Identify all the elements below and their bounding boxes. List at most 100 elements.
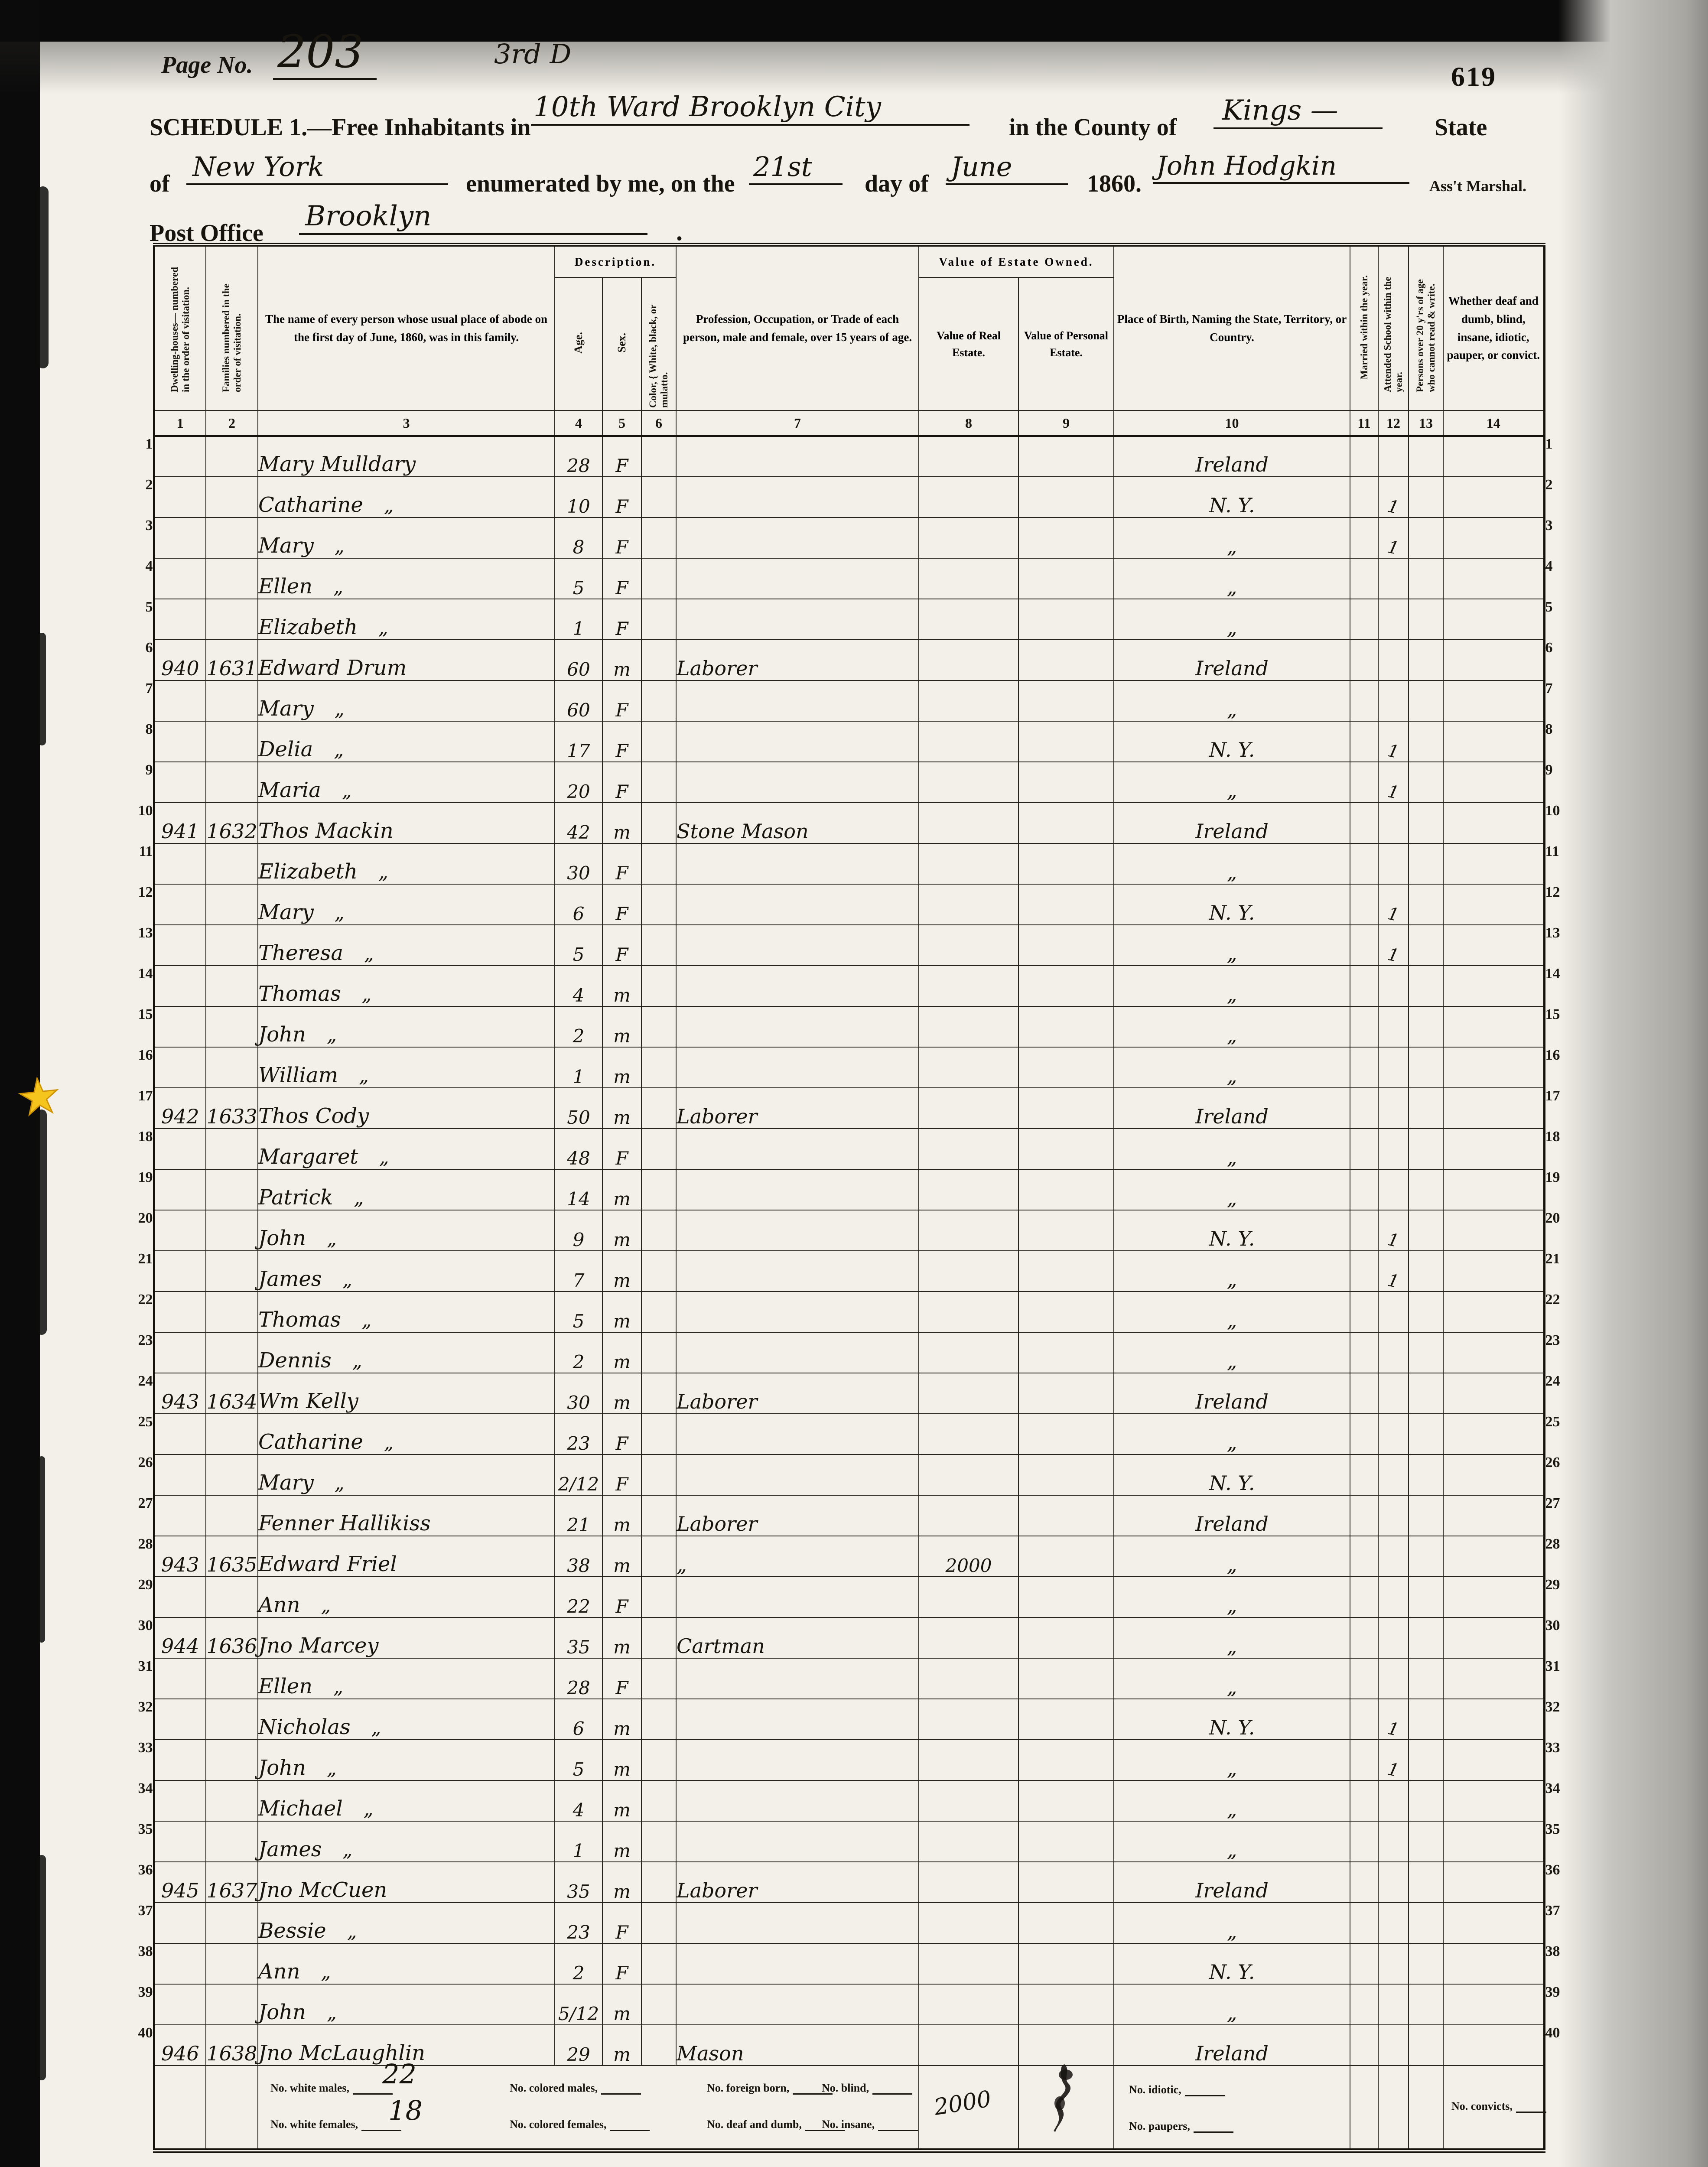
cell-color bbox=[641, 1984, 677, 2025]
cell-cannot-read bbox=[1408, 599, 1444, 640]
birthplace-value: Ireland bbox=[1195, 2042, 1269, 2065]
surname-ditto-mark: „ bbox=[334, 739, 344, 761]
cell-remarks bbox=[1443, 558, 1545, 599]
scan-smudge bbox=[36, 1110, 47, 1335]
census-row: 15 John „ 2 m „ 15 bbox=[128, 1006, 1575, 1048]
cell-remarks bbox=[1443, 1821, 1545, 1862]
cell-dwelling bbox=[153, 476, 206, 518]
census-row: 40 946 1638 Jno McLaughlin 29 m Mason Ireland 40 bbox=[128, 2024, 1575, 2066]
cell-school: 1 bbox=[1378, 1250, 1409, 1292]
cell-value-real bbox=[918, 1780, 1019, 1822]
age-value: 38 bbox=[567, 1555, 590, 1576]
cell-cannot-read bbox=[1408, 1861, 1444, 1903]
totals-cell-birthplace: No. idiotic, No. paupers, bbox=[1113, 2065, 1351, 2153]
month-value: June bbox=[946, 151, 1068, 185]
cell-age: 5 bbox=[554, 924, 603, 966]
cell-birthplace: Ireland bbox=[1113, 1861, 1351, 1903]
cell-value-real bbox=[918, 721, 1019, 762]
cell-cannot-read bbox=[1408, 1210, 1444, 1251]
person-name: Delia bbox=[258, 737, 313, 761]
cell-value-real bbox=[918, 436, 1019, 477]
sex-value: F bbox=[615, 1677, 628, 1698]
age-value: 7 bbox=[573, 1270, 585, 1291]
cell-birthplace: Ireland bbox=[1113, 436, 1351, 477]
cell-sex: F bbox=[602, 721, 642, 762]
cell-name: Nicholas „ bbox=[257, 1698, 555, 1740]
person-name: Mary bbox=[258, 534, 314, 558]
cell-occupation bbox=[676, 1576, 920, 1618]
cell-dwelling: 943 bbox=[153, 1373, 206, 1414]
cell-married bbox=[1350, 1047, 1379, 1088]
cell-value-real bbox=[918, 1617, 1019, 1659]
cell-value-personal bbox=[1018, 1739, 1115, 1781]
cell-remarks bbox=[1443, 843, 1545, 885]
row-number-right: 37 bbox=[1545, 1903, 1560, 1919]
cell-value-personal bbox=[1018, 1373, 1115, 1414]
cell-remarks bbox=[1443, 802, 1545, 844]
col-header-birthplace: Place of Birth, Naming the State, Territ… bbox=[1113, 243, 1351, 411]
cell-dwelling bbox=[153, 761, 206, 803]
col-header-occupation: Profession, Occupation, or Trade of each… bbox=[676, 243, 920, 411]
birthplace-value: „ bbox=[1227, 942, 1237, 965]
census-row: 1 Mary Mulldary 28 F Ireland 1 bbox=[128, 436, 1575, 477]
dwelling-value: 940 bbox=[161, 657, 199, 680]
cell-family bbox=[205, 761, 258, 803]
row-number-right: 7 bbox=[1545, 680, 1553, 696]
cell-cannot-read bbox=[1408, 1291, 1444, 1333]
cell-family bbox=[205, 1780, 258, 1822]
birthplace-value: „ bbox=[1227, 1268, 1237, 1291]
cell-family bbox=[205, 1128, 258, 1170]
cell-cannot-read bbox=[1408, 1087, 1444, 1129]
cell-name: Thos Cody bbox=[257, 1087, 555, 1129]
cell-name: Ann „ bbox=[257, 1943, 555, 1985]
row-number-left: 9 bbox=[145, 762, 153, 778]
blank-line bbox=[872, 2083, 913, 2095]
cell-age: 2/12 bbox=[554, 1454, 603, 1496]
cell-married bbox=[1350, 1780, 1379, 1822]
sex-value: m bbox=[613, 1270, 631, 1291]
white-males-label: No. white males, bbox=[270, 2082, 393, 2095]
cell-cannot-read bbox=[1408, 1413, 1444, 1455]
cell-name: John „ bbox=[257, 1739, 555, 1781]
sex-value: F bbox=[615, 618, 628, 639]
surname-ditto-mark: „ bbox=[326, 1024, 337, 1046]
birthplace-value: Ireland bbox=[1195, 1390, 1269, 1413]
cell-name: Thos Mackin bbox=[257, 802, 555, 844]
census-row: 29 Ann „ 22 F „ 29 bbox=[128, 1576, 1575, 1618]
cell-dwelling: 940 bbox=[153, 639, 206, 681]
county-value: Kings — bbox=[1213, 94, 1383, 129]
cell-value-real bbox=[918, 1943, 1019, 1985]
totals-cell-cannot-read bbox=[1408, 2065, 1444, 2153]
cell-married bbox=[1350, 1250, 1379, 1292]
cell-sex: m bbox=[602, 1169, 642, 1210]
age-value: 4 bbox=[573, 985, 585, 1006]
school-value: 1 bbox=[1386, 781, 1401, 804]
cell-school bbox=[1378, 1780, 1409, 1822]
cell-school bbox=[1378, 680, 1409, 722]
cell-birthplace: „ bbox=[1113, 599, 1351, 640]
school-value: 1 bbox=[1386, 1759, 1401, 1781]
cell-family bbox=[205, 843, 258, 885]
surname-ditto-mark: „ bbox=[326, 2002, 337, 2024]
cell-family: 1632 bbox=[205, 802, 258, 844]
cell-married bbox=[1350, 1861, 1379, 1903]
census-row: 31 Ellen „ 28 F „ 31 bbox=[128, 1658, 1575, 1699]
cell-married bbox=[1350, 1332, 1379, 1373]
cell-school bbox=[1378, 1821, 1409, 1862]
cell-value-real bbox=[918, 924, 1019, 966]
cell-dwelling bbox=[153, 965, 206, 1007]
sex-value: F bbox=[615, 903, 628, 924]
birthplace-value: Ireland bbox=[1195, 1512, 1269, 1536]
census-row: 7 Mary „ 60 F „ 7 bbox=[128, 680, 1575, 722]
surname-ditto-mark: „ bbox=[326, 1228, 337, 1250]
cell-cannot-read bbox=[1408, 1332, 1444, 1373]
birthplace-value: „ bbox=[1227, 1064, 1237, 1087]
cell-dwelling bbox=[153, 1169, 206, 1210]
person-name: Patrick bbox=[258, 1185, 333, 1210]
person-name: Catharine bbox=[258, 1430, 363, 1454]
row-number-right: 15 bbox=[1545, 1006, 1560, 1022]
cell-married bbox=[1350, 1413, 1379, 1455]
cell-cannot-read bbox=[1408, 558, 1444, 599]
cell-age: 14 bbox=[554, 1169, 603, 1210]
cell-value-personal bbox=[1018, 2024, 1115, 2066]
